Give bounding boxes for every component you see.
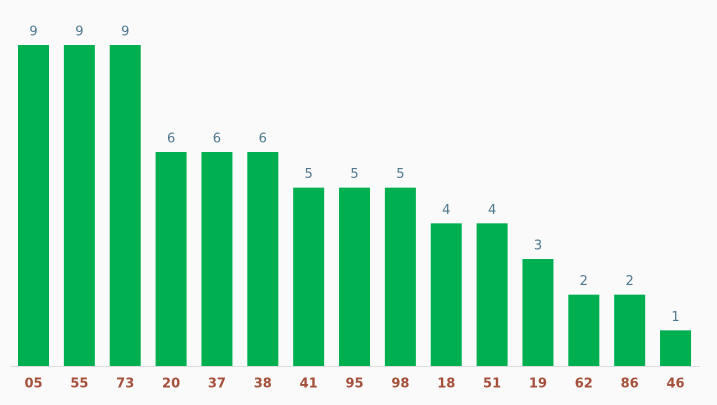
x-tick-label: 46: [666, 377, 684, 392]
x-tick-label: 73: [116, 377, 134, 392]
bar: [339, 187, 371, 366]
value-label: 5: [350, 167, 358, 182]
x-tick-label: 51: [483, 377, 501, 392]
x-tick-label: 05: [24, 377, 42, 392]
value-label: 1: [671, 310, 679, 325]
bar: [201, 152, 233, 366]
x-tick-label: 19: [529, 377, 547, 392]
value-label: 3: [534, 239, 542, 254]
value-label: 4: [442, 203, 450, 218]
bar: [293, 187, 325, 366]
bar: [476, 223, 508, 366]
value-label: 5: [396, 167, 404, 182]
bar: [155, 152, 187, 366]
value-label: 4: [488, 203, 496, 218]
x-tick-label: 37: [208, 377, 226, 392]
value-label: 6: [259, 132, 267, 147]
value-label: 5: [305, 167, 313, 182]
x-tick-label: 86: [621, 377, 639, 392]
value-label: 9: [75, 25, 83, 40]
x-tick-label: 38: [254, 377, 272, 392]
bar: [384, 187, 416, 366]
value-label: 6: [167, 132, 175, 147]
bar: [63, 45, 95, 366]
x-tick-label: 95: [345, 377, 363, 392]
x-tick-label: 20: [162, 377, 180, 392]
x-tick-label: 55: [70, 377, 88, 392]
x-tick-label: 18: [437, 377, 455, 392]
bar: [614, 294, 646, 366]
value-label: 2: [580, 274, 588, 289]
bar: [247, 152, 279, 366]
value-label: 6: [213, 132, 221, 147]
value-label: 9: [29, 25, 37, 40]
bar: [109, 45, 141, 366]
x-tick-label: 62: [575, 377, 593, 392]
value-label: 2: [626, 274, 634, 289]
bar: [430, 223, 462, 366]
x-tick-label: 98: [391, 377, 409, 392]
bar: [568, 294, 600, 366]
x-tick-label: 41: [300, 377, 318, 392]
value-label: 9: [121, 25, 129, 40]
bar: [18, 45, 49, 366]
bar: [522, 259, 554, 366]
bar: [660, 330, 692, 366]
